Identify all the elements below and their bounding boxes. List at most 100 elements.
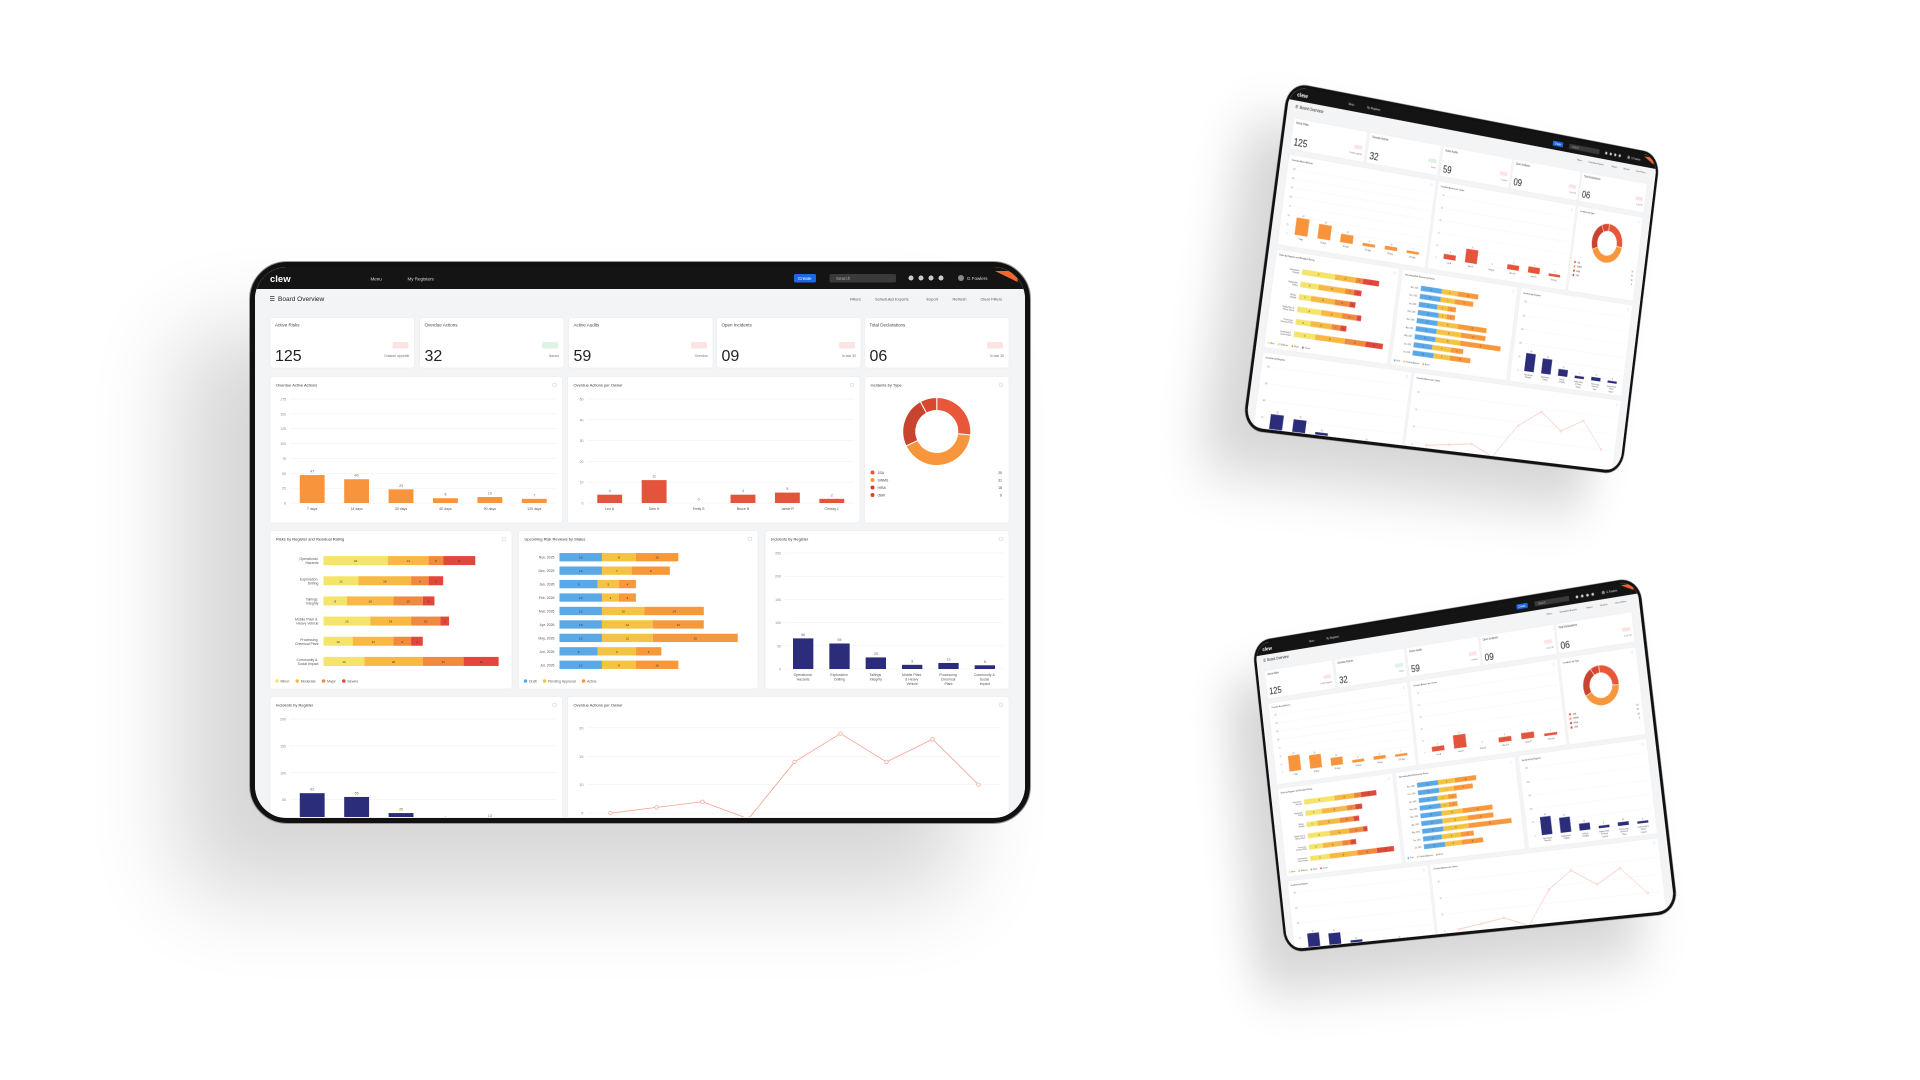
value-label: 8: [1312, 824, 1313, 826]
panel-menu[interactable]: [998, 536, 1004, 542]
bar-segment: [411, 616, 441, 626]
create-label[interactable]: Create: [1518, 604, 1526, 609]
toolbar-action[interactable]: Export: [1586, 605, 1593, 609]
panel-menu[interactable]: [998, 382, 1004, 388]
toolbar-action[interactable]: Refresh: [953, 297, 967, 302]
toolbar-action[interactable]: Export: [927, 297, 939, 302]
value-label: 40: [1314, 752, 1316, 754]
legend-label: Severe: [1304, 348, 1310, 351]
value-label: 14: [1303, 335, 1305, 337]
toolbar-action[interactable]: Filters: [1577, 159, 1583, 163]
user-name[interactable]: G Fowlers: [1606, 589, 1618, 594]
bar-segment: [1435, 337, 1461, 346]
kpi-note: In last 30: [1636, 203, 1643, 207]
y-tick-label: 50: [1442, 195, 1445, 198]
value-label: 10: [1390, 244, 1393, 247]
legend-value: 6: [1639, 718, 1640, 720]
value-label: 4: [627, 583, 629, 587]
label-line: Heavy Vehicle: [1295, 837, 1306, 840]
menu-icon[interactable]: [270, 300, 275, 301]
user-name[interactable]: G Fowlers: [967, 276, 988, 281]
y-tick-label: Community & Social Impact: [1297, 856, 1308, 863]
kpi-value: 125: [275, 348, 302, 365]
x-tick-label: Bruce B: [1502, 744, 1509, 747]
nav-item[interactable]: My Registers: [1367, 107, 1381, 113]
search-box[interactable]: [829, 274, 897, 283]
x-tick-label: 14 days: [1320, 242, 1327, 245]
value-label: 14: [389, 620, 393, 624]
toolbar-action[interactable]: Refresh: [1623, 168, 1630, 172]
kpi-note: Outside appetite: [1349, 151, 1362, 157]
panel: [864, 376, 1010, 524]
kpi-note: Overdue: [1471, 659, 1478, 662]
toolbar-action[interactable]: Filters: [850, 297, 861, 302]
y-tick-label: 50: [282, 798, 286, 802]
create-label[interactable]: Create: [1555, 142, 1562, 146]
logo: clew: [1297, 92, 1309, 101]
panel-menu[interactable]: [501, 536, 507, 542]
value-label: 2: [1550, 730, 1551, 732]
value-label: 10: [1430, 290, 1432, 292]
value-label: 7: [1446, 789, 1447, 791]
value-label: 10: [1467, 295, 1469, 297]
icon[interactable]: [938, 275, 944, 281]
search-placeholder[interactable]: Search: [1572, 146, 1579, 150]
panel-menu[interactable]: [552, 382, 557, 388]
search-placeholder[interactable]: Search: [836, 276, 851, 281]
panel-title: Incidents by Register: [1265, 356, 1285, 362]
bar-segment: [352, 636, 394, 646]
nav-item[interactable]: Menu: [371, 277, 383, 282]
toolbar-action[interactable]: Scheduled Exports: [875, 297, 909, 302]
bar: [388, 489, 414, 503]
point: [1471, 443, 1473, 445]
value-label: 10: [336, 640, 340, 644]
search-placeholder[interactable]: Search: [1538, 601, 1546, 606]
x-tick-label: 14 days: [350, 507, 363, 511]
label-line: Exploration: [830, 673, 848, 677]
kpi-value: 32: [425, 348, 443, 365]
toolbar-action[interactable]: Filters: [1546, 612, 1552, 616]
nav-item[interactable]: Menu: [1309, 640, 1315, 644]
y-tick-label: 100: [1530, 808, 1533, 811]
label-line: Chemical: [941, 678, 957, 682]
icon[interactable]: [918, 275, 924, 281]
label-line: Drilling: [1542, 379, 1547, 382]
toolbar-action[interactable]: Clear Filters: [981, 297, 1003, 302]
x-tick-label: Community & Social Impact: [1606, 385, 1617, 395]
icon[interactable]: [928, 275, 934, 281]
y-tick-label: 175: [1274, 715, 1277, 718]
y-tick-label: 200: [1267, 367, 1271, 370]
toolbar-action[interactable]: Scheduled Exports: [1588, 161, 1604, 167]
panel-menu[interactable]: [747, 536, 753, 542]
value-label: 12: [1385, 849, 1387, 851]
toolbar-action[interactable]: Export: [1612, 165, 1618, 169]
label-line: & Heavy: [1601, 833, 1609, 836]
menu-icon[interactable]: [270, 298, 275, 299]
icon[interactable]: [908, 275, 914, 281]
kpi-card: [419, 317, 565, 369]
panel-menu[interactable]: [998, 702, 1004, 708]
bar-segment: [1442, 815, 1469, 824]
y-tick-label: 20: [1438, 881, 1441, 884]
toolbar-action[interactable]: Refresh: [1600, 603, 1609, 608]
menu-icon[interactable]: [270, 296, 275, 297]
create-label[interactable]: Create: [798, 276, 812, 281]
nav-item[interactable]: My Registers: [1326, 635, 1340, 640]
bar-segment: [1414, 334, 1436, 343]
toolbar-action[interactable]: Clear Filters: [1615, 600, 1627, 605]
value-label: 4: [1450, 317, 1451, 319]
nav-item[interactable]: Menu: [1348, 103, 1355, 107]
x-tick-label: Sam H: [649, 507, 660, 511]
x-tick-label: Processing Chemical Plant: [1360, 449, 1370, 458]
avatar[interactable]: [958, 275, 964, 281]
kpi-badge: [691, 342, 707, 349]
panel-menu[interactable]: [552, 702, 557, 708]
panel-menu[interactable]: [849, 382, 855, 388]
toolbar-action[interactable]: Scheduled Exports: [1559, 608, 1577, 614]
create-button[interactable]: [794, 274, 816, 283]
value-label: 10: [1426, 322, 1428, 324]
nav-item[interactable]: My Registers: [408, 277, 435, 282]
user-name[interactable]: G Fowlers: [1631, 157, 1641, 162]
legend-swatch: [870, 470, 875, 475]
toolbar-action[interactable]: Clear Filters: [1636, 170, 1647, 175]
